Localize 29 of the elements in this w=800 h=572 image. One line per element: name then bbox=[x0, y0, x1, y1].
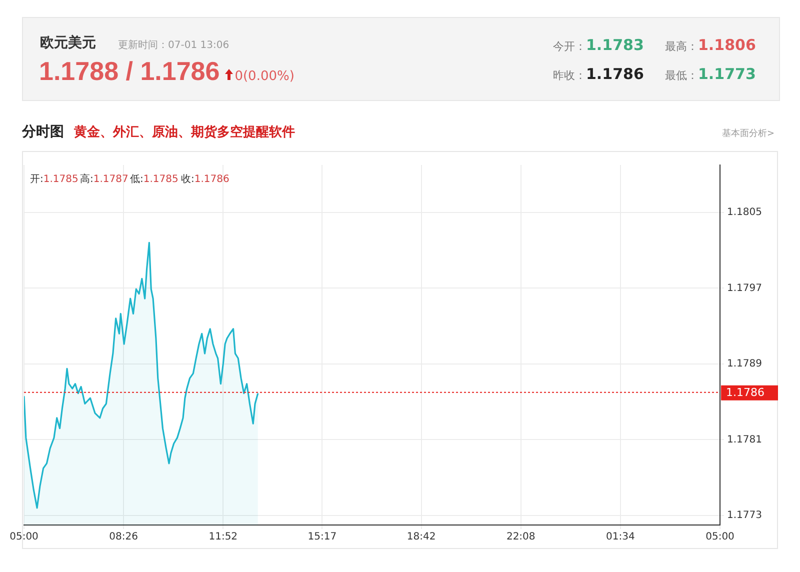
text: 1.1788 / 1.1786 bbox=[39, 56, 220, 87]
annotation: 收:1.1786 bbox=[181, 174, 230, 185]
ref-line-label: 1.1786 bbox=[726, 386, 764, 400]
text: 黄金、外汇、原油、期货多空提醒软件 bbox=[74, 124, 295, 141]
x-tick-label: 08:26 bbox=[109, 532, 138, 543]
annotation: 低:1.1785 bbox=[130, 174, 178, 185]
x-tick-label: 11:52 bbox=[208, 532, 238, 543]
x-tick-label: 18:42 bbox=[406, 532, 436, 543]
y-tick-label: 1.1797 bbox=[727, 282, 762, 294]
x-tick-label: 01:34 bbox=[606, 532, 635, 543]
text: 更新时间：07-01 13:06 bbox=[118, 38, 230, 52]
x-tick-label: 05:00 bbox=[706, 532, 734, 543]
chart-subtitle: 分时图 bbox=[22, 123, 64, 141]
y-tick-label: 1.1805 bbox=[727, 206, 762, 218]
text: 0(0.00%) bbox=[234, 69, 294, 84]
text: 昨收：1.1786 bbox=[553, 65, 644, 83]
annotation: 高:1.1787 bbox=[80, 174, 128, 185]
y-tick-label: 1.1773 bbox=[727, 510, 762, 522]
x-tick-label: 05:00 bbox=[10, 532, 38, 543]
x-tick-label: 22:08 bbox=[506, 532, 536, 543]
y-tick-label: 1.1789 bbox=[727, 358, 762, 370]
x-tick-label: 15:17 bbox=[308, 532, 337, 543]
chart-title: 欧元美元 bbox=[40, 34, 96, 52]
text: 今开：1.1783 bbox=[553, 36, 644, 54]
text: 最低：1.1773 bbox=[665, 65, 756, 83]
text: 最高：1.1806 bbox=[665, 36, 756, 54]
annotation: 开:1.1785 bbox=[30, 174, 78, 185]
y-tick-label: 1.1781 bbox=[727, 434, 762, 446]
text: 基本面分析> bbox=[722, 128, 775, 140]
